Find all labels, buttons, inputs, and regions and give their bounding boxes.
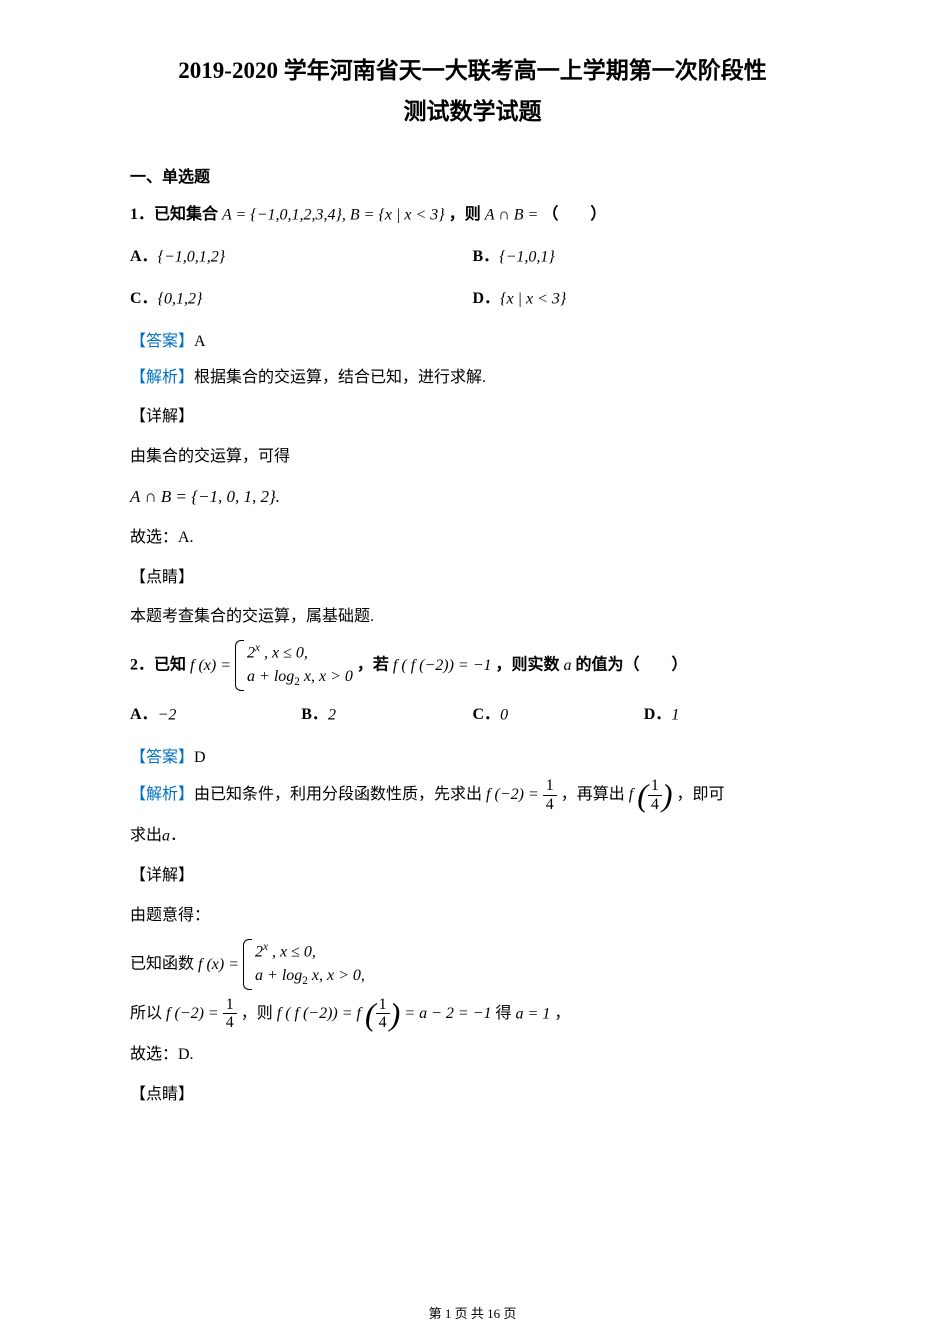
q2-analysis: 【解析】由已知条件，利用分段函数性质，先求出 f (−2) = 14 ，再算出 …: [130, 777, 815, 813]
q2-optB: B．2: [301, 697, 472, 733]
q1-ps-label: 【点睛】: [130, 561, 815, 595]
q2-cond: f ( f (−2)) = −1: [393, 657, 492, 674]
q2-mid4: 的值为（ ）: [576, 656, 688, 673]
q1-set-expr: A = {−1,0,1,2,3,4}, B = {x | x < 3}: [222, 207, 445, 224]
analysis-label: 【解析】: [130, 369, 194, 386]
q2-answer: 【答案】D: [130, 743, 815, 767]
q1-detail1: 由集合的交运算，可得: [130, 440, 815, 474]
q2-mid1: ，若: [357, 656, 389, 673]
q2-prefix: 2．已知: [130, 656, 186, 673]
q1-answer: 【答案】A: [130, 327, 815, 351]
title-line2: 测试数学试题: [404, 99, 542, 124]
section-header: 一、单选题: [130, 163, 815, 187]
q2-a: a: [564, 657, 572, 674]
q1-ps-text: 本题考查集合的交运算，属基础题.: [130, 600, 815, 634]
q2-mid2: ，则实数: [496, 656, 560, 673]
q1-detail2: A ∩ B = {−1, 0, 1, 2}.: [130, 479, 815, 515]
title-line1: 2019-2020 学年河南省天一大联考高一上学期第一次阶段性: [178, 58, 766, 83]
q1-options-row2: C．{0,1,2} D．{x | x < 3}: [130, 281, 815, 317]
q2-options: A．−2 B．2 C．0 D．1: [130, 697, 815, 733]
question-2: 2．已知 f (x) = 2x , x ≤ 0, a + log2 x, x >…: [130, 640, 815, 691]
q2-piece2: a + log2 x, x > 0: [247, 665, 353, 691]
q2-optD: D．1: [644, 697, 815, 733]
q2-piecewise: 2x , x ≤ 0, a + log2 x, x > 0: [235, 640, 353, 691]
q1-analysis: 【解析】根据集合的交运算，结合已知，进行求解.: [130, 361, 815, 395]
q2-ps-label: 【点睛】: [130, 1078, 815, 1112]
q1-optC: C．{0,1,2}: [130, 281, 473, 317]
page-footer: 第 1 页 共 16 页: [0, 1303, 945, 1322]
q2-ana-expr1: f (−2) = 14: [486, 786, 557, 803]
answer-label: 【答案】: [130, 333, 194, 350]
q1-tail: A ∩ B =: [485, 207, 543, 224]
q2-optA: A．−2: [130, 697, 301, 733]
q1-optD-expr: {x | x < 3}: [500, 290, 566, 307]
q1-detail3: 故选：A.: [130, 521, 815, 555]
question-1: 1．已知集合 A = {−1,0,1,2,3,4}, B = {x | x < …: [130, 197, 815, 233]
q1-prefix: 1．已知集合: [130, 206, 218, 223]
q2-detail3: 所以 f (−2) = 14 ，则 f ( f (−2)) = f (14) =…: [130, 996, 815, 1032]
q2-optC: C．0: [473, 697, 644, 733]
q2-fx: f (x) =: [190, 657, 235, 674]
q2-detail2-piecewise: 2x , x ≤ 0, a + log2 x, x > 0,: [243, 939, 365, 990]
q2-detail2: 已知函数 f (x) = 2x , x ≤ 0, a + log2 x, x >…: [130, 939, 815, 990]
q2-detail1: 由题意得：: [130, 899, 815, 933]
q1-detail-label: 【详解】: [130, 400, 815, 434]
q1-options-row1: A．{−1,0,1,2} B．{−1,0,1}: [130, 239, 815, 275]
q2-detail-label: 【详解】: [130, 859, 815, 893]
q1-optD: D．{x | x < 3}: [473, 281, 816, 317]
q1-mid: ，则: [449, 206, 481, 223]
page-title: 2019-2020 学年河南省天一大联考高一上学期第一次阶段性 测试数学试题: [130, 50, 815, 133]
q2-detail4: 故选：D.: [130, 1038, 815, 1072]
q1-optB: B．{−1,0,1}: [473, 239, 816, 275]
answer-label: 【答案】: [130, 749, 194, 766]
q2-ana-expr2: f (14): [629, 786, 673, 803]
q2-piece1: 2x , x ≤ 0,: [247, 640, 353, 665]
q2-analysis-2: 求出a．: [130, 819, 815, 853]
q1-optA: A．{−1,0,1,2}: [130, 239, 473, 275]
q1-paren: （ ）: [542, 206, 606, 223]
analysis-label: 【解析】: [130, 786, 194, 803]
